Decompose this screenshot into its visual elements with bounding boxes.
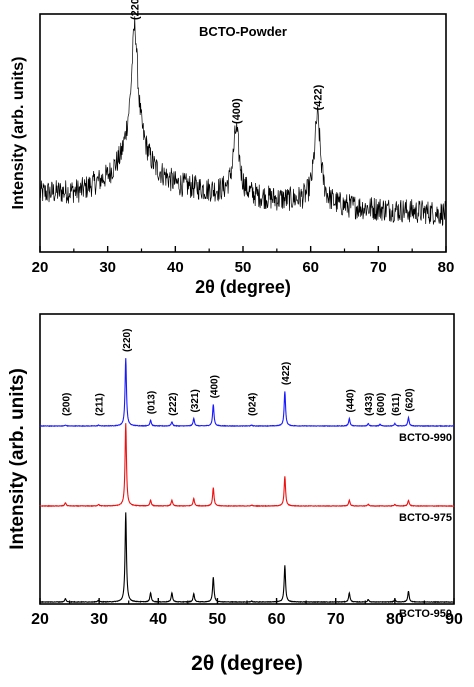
top-x-tick-label: 40: [167, 259, 184, 276]
bottom-x-tick-label: 20: [31, 611, 49, 628]
top-x-tick-label: 70: [370, 259, 387, 276]
top-peak-label: (400): [231, 98, 243, 124]
bottom-x-tick-label: 70: [327, 611, 345, 628]
bottom-x-tick-label: 40: [149, 611, 167, 628]
bottom-peak-labels: (200) (211) (220) (013) (222) (321) (400) (024)…: [61, 329, 415, 416]
bottom-x-tick-label: 50: [209, 611, 227, 628]
series-name-bcto-975: BCTO-975: [399, 512, 452, 524]
top-x-axis-ticks: 20 30 40 50 60 70 80: [32, 246, 455, 276]
bottom-x-axis-ticks: 20 30 40 50 60 70 80 90: [31, 598, 463, 628]
bottom-peak-label: (222): [168, 392, 179, 415]
bottom-peak-label: (422): [281, 362, 292, 385]
series-line-bcto-950: [39, 512, 454, 604]
top-x-tick-label: 60: [302, 259, 319, 276]
bottom-y-axis-label: Intensity (arb. units): [7, 368, 28, 550]
bottom-series-names: BCTO-990 BCTO-975 BCTO-950: [399, 432, 452, 620]
series-name-bcto-990: BCTO-990: [399, 432, 452, 444]
bottom-peak-label: (433): [364, 393, 375, 416]
series-line-bcto-975: [39, 423, 455, 508]
bottom-panel-sintered: 20 30 40 50 60 70 80 90 (200) (211) (220) (013) (22…: [7, 313, 463, 675]
bottom-peak-label: (400): [209, 375, 220, 398]
top-x-tick-label: 80: [438, 259, 455, 276]
bottom-x-axis-label: 2θ (degree): [191, 652, 303, 675]
top-peak-label: (220): [130, 0, 142, 20]
bottom-x-tick-label: 90: [445, 611, 463, 628]
bottom-peak-label: (440): [345, 389, 356, 412]
bottom-x-tick-label: 80: [386, 611, 404, 628]
bottom-x-tick-label: 60: [268, 611, 286, 628]
top-peak-labels: (220) (400) (422): [130, 0, 325, 124]
top-chart-title: BCTO-Powder: [199, 24, 287, 39]
top-x-tick-label: 20: [32, 259, 49, 276]
bottom-peak-label: (200): [61, 393, 72, 416]
top-x-tick-label: 50: [235, 259, 252, 276]
bottom-peak-label: (211): [95, 393, 106, 416]
series-line-bcto-990: [39, 358, 455, 428]
top-y-axis-label: Intensity (arb. units): [10, 57, 27, 210]
top-series-group: [39, 16, 447, 227]
bottom-peak-label: (220): [122, 329, 133, 352]
bottom-plot-frame: [39, 313, 455, 605]
bottom-peak-label: (024): [248, 393, 259, 416]
bottom-peak-label: (600): [376, 393, 387, 416]
bottom-peak-label: (013): [147, 391, 158, 414]
bottom-series-group: [39, 358, 455, 604]
top-x-axis-label: 2θ (degree): [195, 277, 291, 297]
bottom-peak-label: (611): [391, 393, 402, 416]
top-panel-powder: 20 30 40 50 60 70 80 (220) (400) (422) BCTO-Powd…: [10, 0, 454, 297]
top-peak-label: (422): [312, 84, 324, 110]
bottom-peak-label: (321): [190, 389, 201, 412]
bottom-peak-label: (620): [404, 388, 415, 411]
top-x-tick-label: 30: [99, 259, 116, 276]
series-line-bcto-powder: [39, 16, 447, 227]
bottom-x-tick-label: 30: [90, 611, 108, 628]
series-name-bcto-950: BCTO-950: [399, 608, 452, 620]
